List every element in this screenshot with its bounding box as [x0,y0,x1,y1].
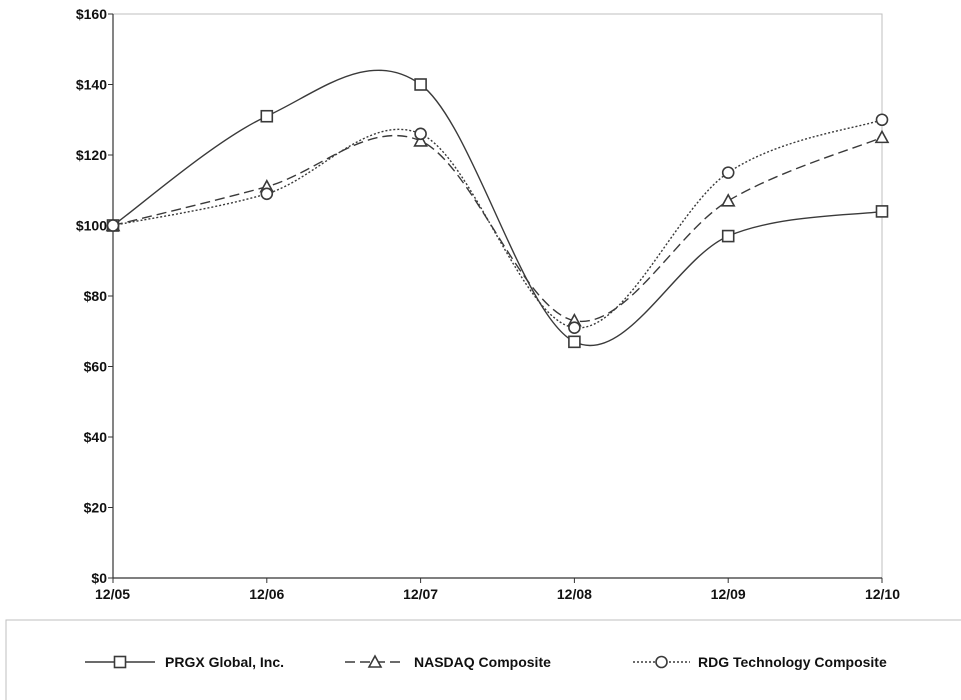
x-tick-label: 12/09 [711,586,746,602]
legend-marker-triangle [367,654,383,668]
data-point-circle [721,166,735,179]
legend-item: PRGX Global, Inc. [85,654,284,670]
legend-item: RDG Technology Composite [633,654,887,670]
series-group [105,69,890,349]
x-tick-label: 12/07 [403,586,438,602]
data-point-circle [414,127,427,141]
y-tick-label: $40 [84,429,108,445]
legend-marker-circle [655,655,668,669]
y-tick-label: $0 [91,570,107,586]
series-square-group [106,69,889,349]
series-line [112,69,883,347]
data-point-circle [875,113,889,127]
y-tick-label: $20 [84,500,108,516]
data-point-square [568,335,581,349]
data-point-triangle [874,129,890,144]
data-point-square [414,78,427,91]
legend-label: RDG Technology Composite [698,654,887,670]
y-tick-label: $60 [84,359,108,375]
series-circle-group [106,113,889,335]
series-line [112,134,883,322]
legend-item: NASDAQ Composite [345,654,551,670]
y-tick-label: $140 [76,77,107,93]
data-point-circle [568,321,581,335]
y-tick-label: $160 [76,6,107,22]
y-tick-label: $120 [76,147,107,163]
legend: PRGX Global, Inc. NASDAQ Composite RDG Tec… [85,654,887,670]
data-point-circle [260,187,274,201]
data-point-square [721,229,735,243]
legend-label: NASDAQ Composite [414,654,551,670]
legend-box [5,619,961,700]
x-tick-label: 12/06 [249,586,284,602]
data-point-triangle [720,193,736,207]
x-tick-label: 12/05 [95,586,130,602]
y-tick-label: $100 [76,218,107,234]
axes: $0 $20 $40 $60 $80 $100 $120 $140 $160 12/05 12/06… [76,6,900,602]
data-point-circle [106,219,120,232]
series-triangle-group [105,129,890,327]
data-point-square [875,205,889,218]
y-tick-label: $80 [84,288,108,304]
x-tick-label: 12/08 [557,586,592,602]
legend-marker-square [113,655,127,669]
x-tick-label: 12/10 [865,586,900,602]
legend-label: PRGX Global, Inc. [165,654,284,670]
data-point-square [260,109,274,123]
data-point-triangle [413,133,428,147]
plot-frame [112,13,883,579]
